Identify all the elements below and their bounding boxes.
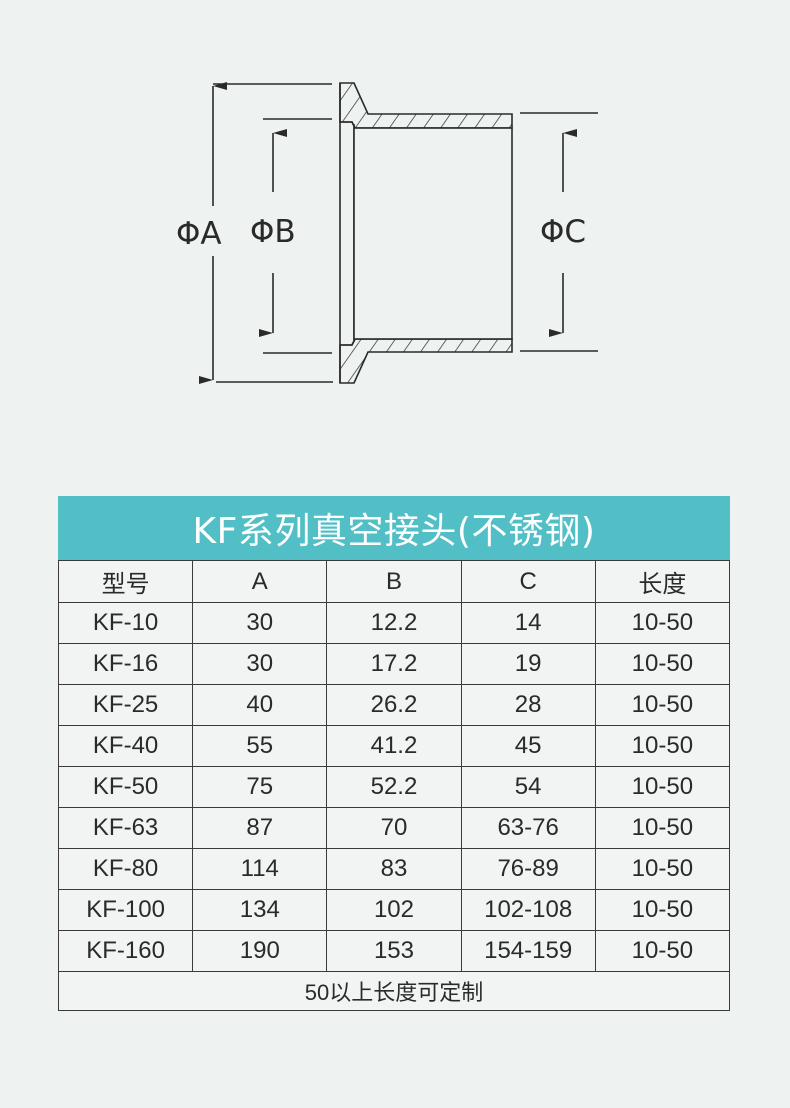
table-row: KF-100 134 102 102-108 10-50 [57,889,731,931]
cell-length: 10-50 [594,643,731,685]
cell-c: 63-76 [460,807,596,849]
cell-c: 54 [460,766,596,808]
dimension-label-b: ΦB [250,214,296,250]
cell-length: 10-50 [594,807,731,849]
cell-length: 10-50 [594,684,731,726]
table-row: KF-40 55 41.2 45 10-50 [57,725,731,767]
cell-c: 14 [460,602,596,644]
table-row: KF-25 40 26.2 28 10-50 [57,684,731,726]
header-b: B [326,560,462,603]
cell-a: 30 [192,602,328,644]
cell-a: 87 [192,807,328,849]
cell-a: 40 [192,684,328,726]
cell-b: 17.2 [326,643,462,685]
cell-c: 102-108 [460,889,596,931]
flange-bottom-section [339,338,513,384]
table-footer-row: 50以上长度可定制 [58,971,730,1011]
cell-length: 10-50 [594,848,731,890]
cell-length: 10-50 [594,930,731,972]
cell-model: KF-160 [57,930,194,972]
cell-model: KF-25 [57,684,194,726]
cell-length: 10-50 [594,766,731,808]
cell-model: KF-63 [57,807,194,849]
header-length: 长度 [594,560,731,603]
cell-b: 52.2 [326,766,462,808]
cell-model: KF-10 [57,602,194,644]
table-row: KF-80 114 83 76-89 10-50 [57,848,731,890]
footer-note: 50以上长度可定制 [58,971,730,1011]
cell-model: KF-100 [57,889,194,931]
cell-model: KF-16 [57,643,194,685]
cell-c: 76-89 [460,848,596,890]
table-row: KF-160 190 153 154-159 10-50 [57,930,731,972]
spec-table-panel: KF系列真空接头(不锈钢) 型号 A B C 长度 KF-10 30 12.2 14 1… [57,496,731,1011]
cell-length: 10-50 [594,602,731,644]
flange-outline [339,83,356,383]
cell-b: 41.2 [326,725,462,767]
cell-b: 26.2 [326,684,462,726]
cell-length: 10-50 [594,725,731,767]
cell-a: 134 [192,889,328,931]
cell-a: 114 [192,848,328,890]
kf-fitting-diagram: ΦA ΦB ΦC [176,82,598,384]
table-title: KF系列真空接头(不锈钢) [58,496,730,560]
flange-top-section [339,82,513,129]
cell-a: 30 [192,643,328,685]
dimension-label-c: ΦC [540,214,586,250]
cell-a: 55 [192,725,328,767]
table-row: KF-63 87 70 63-76 10-50 [57,807,731,849]
cell-length: 10-50 [594,889,731,931]
header-c: C [460,560,596,603]
table-row: KF-16 30 17.2 19 10-50 [57,643,731,685]
table-row: KF-50 75 52.2 54 10-50 [57,766,731,808]
dimension-label-a: ΦA [176,216,222,252]
cell-a: 75 [192,766,328,808]
header-a: A [192,560,328,603]
cell-b: 102 [326,889,462,931]
cell-model: KF-40 [57,725,194,767]
header-model: 型号 [57,560,194,603]
cell-model: KF-50 [57,766,194,808]
cell-c: 154-159 [460,930,596,972]
cell-b: 12.2 [326,602,462,644]
table-row: KF-10 30 12.2 14 10-50 [57,602,731,644]
pipe-bore [353,127,513,340]
cell-b: 70 [326,807,462,849]
cell-a: 190 [192,930,328,972]
cell-c: 45 [460,725,596,767]
table-header-row: 型号 A B C 长度 [57,560,731,603]
cell-c: 19 [460,643,596,685]
spec-table: 型号 A B C 长度 KF-10 30 12.2 14 10-50 KF-16 30 17.… [57,560,731,1011]
cell-b: 153 [326,930,462,972]
cell-b: 83 [326,848,462,890]
cell-model: KF-80 [57,848,194,890]
cell-c: 28 [460,684,596,726]
